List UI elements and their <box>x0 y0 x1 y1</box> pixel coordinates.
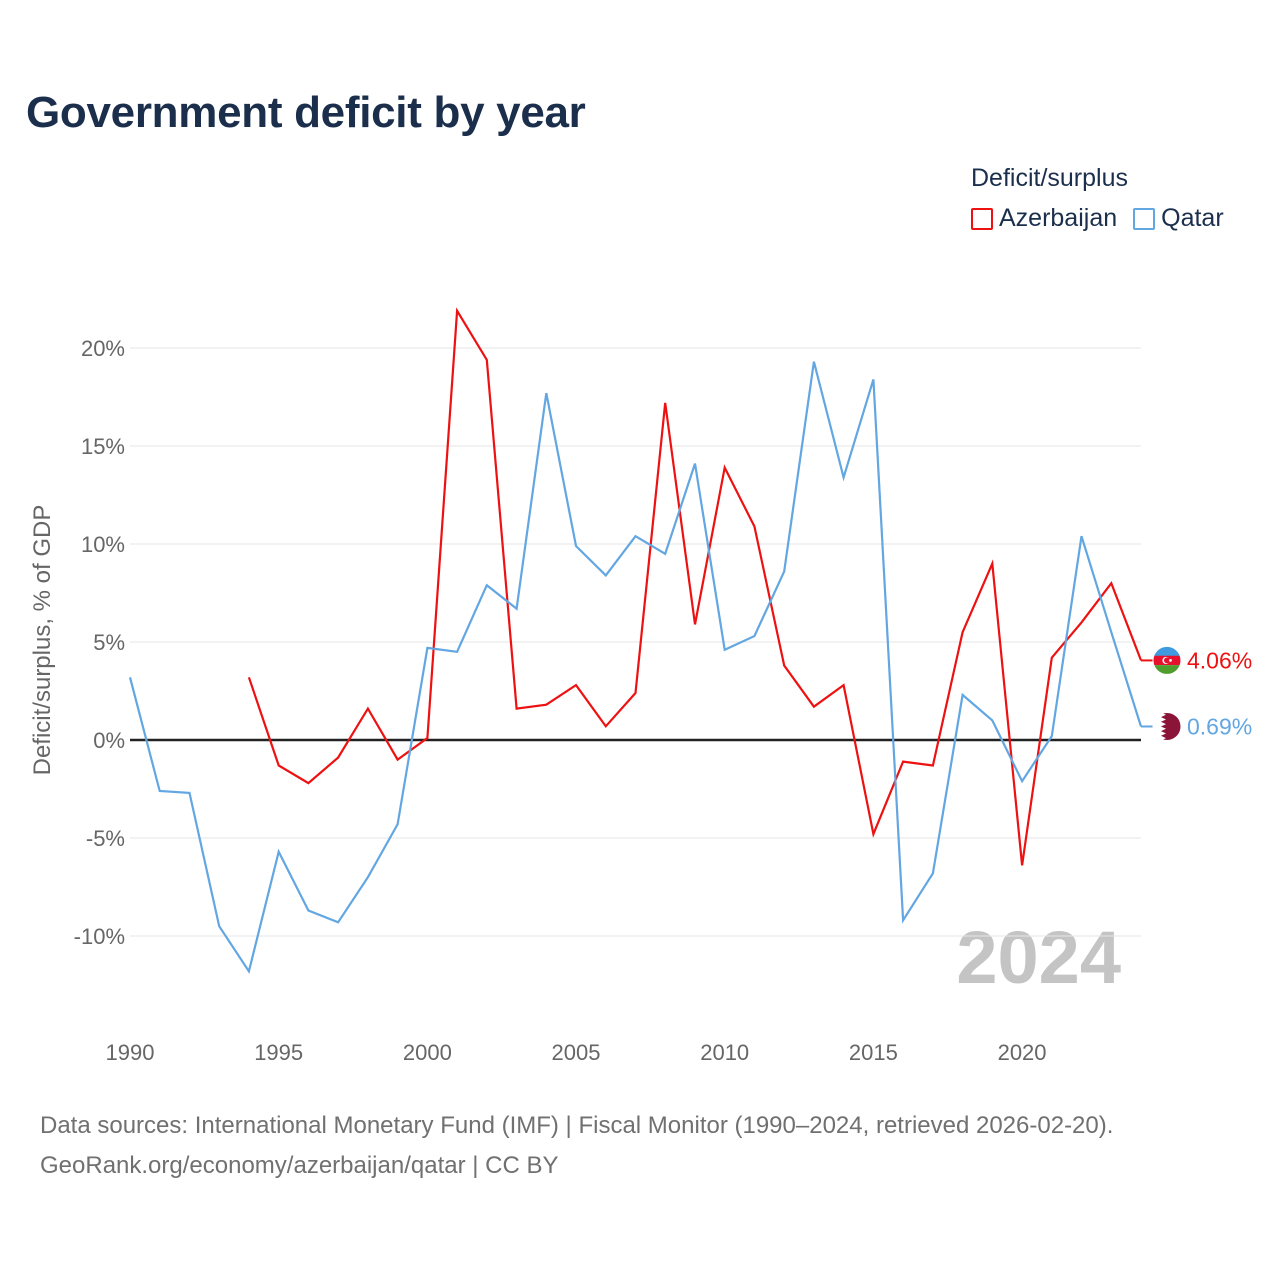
legend-title: Deficit/surplus <box>971 164 1128 192</box>
x-tick-label: 1990 <box>106 1040 155 1065</box>
legend-items: Azerbaijan Qatar <box>971 204 1261 233</box>
x-tick-label: 2005 <box>552 1040 601 1065</box>
azerbaijan-flag-icon <box>1152 645 1182 675</box>
y-tick-label: 15% <box>81 434 125 459</box>
line-chart: 2024 Deficit/surplus, % of GDP 20% 15% 10%… <box>29 307 1252 1065</box>
x-tick-label: 2000 <box>403 1040 452 1065</box>
y-tick-label: -10% <box>74 924 125 949</box>
x-axis-ticks: 1990 1995 2000 2005 2010 2015 2020 <box>106 1040 1047 1065</box>
legend-swatch-azerbaijan <box>971 207 993 230</box>
qatar-flag-icon <box>1152 711 1182 741</box>
attribution-text: GeoRank.org/economy/azerbaijan/qatar | C… <box>40 1152 559 1179</box>
legend: Deficit/surplus Azerbaijan Qatar <box>971 160 1261 233</box>
year-watermark: 2024 <box>956 916 1121 999</box>
gridlines <box>130 347 1141 937</box>
legend-label-azerbaijan: Azerbaijan <box>999 204 1118 232</box>
series-line-qatar <box>128 361 1143 974</box>
data-source-text: Data sources: International Monetary Fun… <box>40 1112 1114 1139</box>
end-value-label-qatar: 0.69% <box>1187 713 1252 739</box>
series-line-azerbaijan <box>247 307 1143 866</box>
y-tick-label: 5% <box>93 630 125 655</box>
legend-item-qatar[interactable]: Qatar <box>1133 204 1224 233</box>
y-tick-label: 20% <box>81 336 125 361</box>
chart-title: Government deficit by year <box>26 88 586 137</box>
y-axis-ticks: 20% 15% 10% 5% 0% -5% -10% <box>74 336 125 949</box>
y-tick-label: 0% <box>93 728 125 753</box>
end-labels: 4.06% 0.69% <box>1141 645 1252 741</box>
end-value-label-azerbaijan: 4.06% <box>1187 647 1252 673</box>
x-tick-label: 2020 <box>998 1040 1047 1065</box>
footer: Data sources: International Monetary Fun… <box>40 1106 1113 1186</box>
legend-label-qatar: Qatar <box>1161 204 1224 232</box>
y-tick-label: -5% <box>86 826 125 851</box>
x-tick-label: 2015 <box>849 1040 898 1065</box>
y-axis-label: Deficit/surplus, % of GDP <box>29 505 56 776</box>
x-tick-label: 1995 <box>254 1040 303 1065</box>
x-tick-label: 2010 <box>700 1040 749 1065</box>
y-tick-label: 10% <box>81 532 125 557</box>
legend-item-azerbaijan[interactable]: Azerbaijan <box>971 204 1117 233</box>
legend-swatch-qatar <box>1133 207 1156 230</box>
series-lines <box>128 307 1143 974</box>
